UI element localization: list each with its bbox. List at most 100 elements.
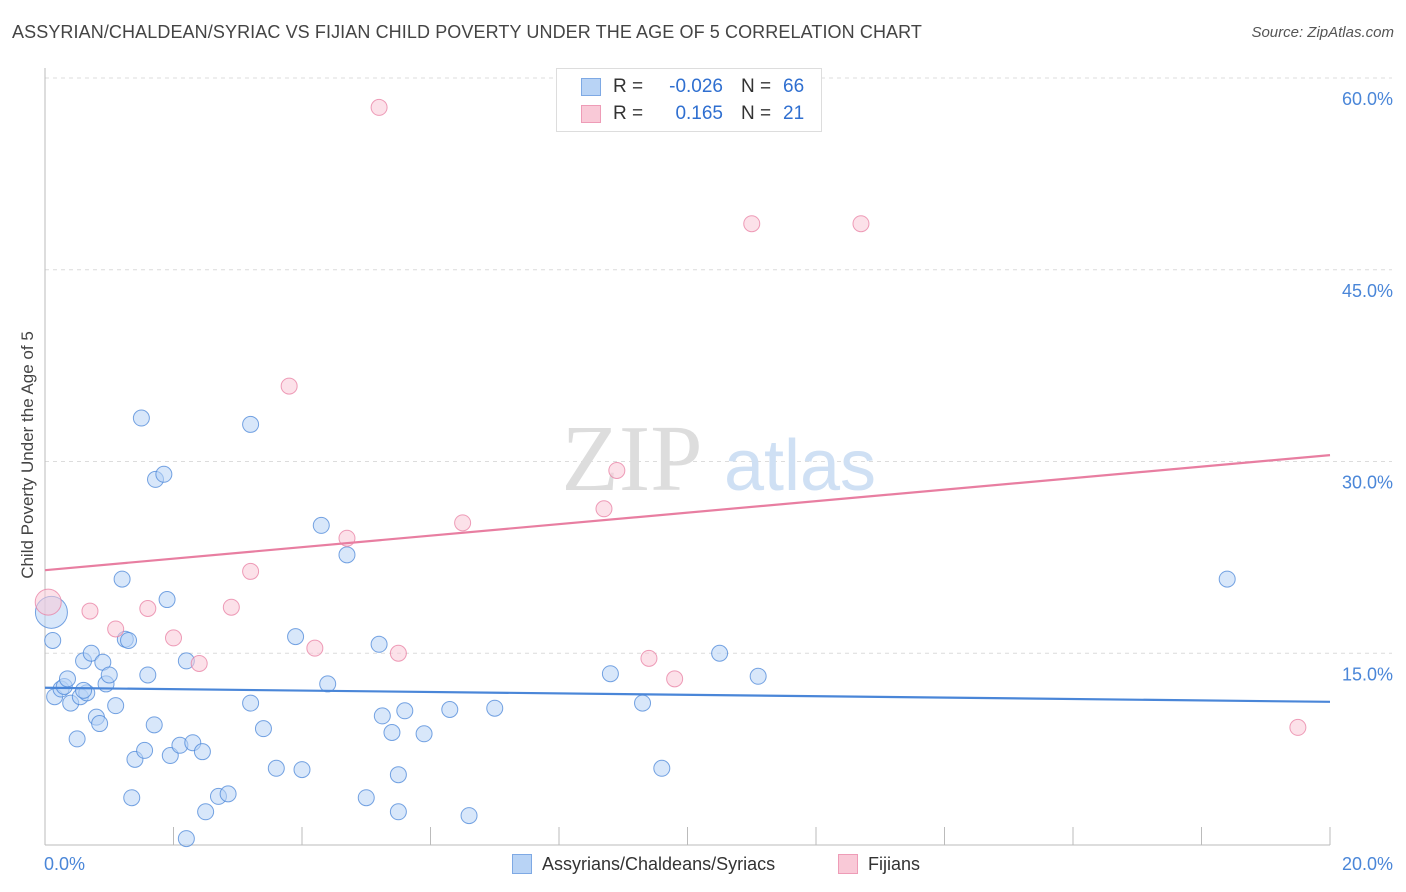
data-point-assyrian: [396, 702, 414, 720]
data-point-assyrian: [91, 715, 109, 733]
data-point-assyrian: [254, 720, 272, 738]
n-label: N =: [741, 103, 772, 124]
data-point-fijian: [139, 600, 157, 618]
r-value: -0.026: [669, 76, 723, 97]
data-point-fijian: [242, 562, 260, 580]
data-point-assyrian: [120, 631, 138, 649]
data-point-assyrian: [75, 681, 93, 699]
stats-box: R = -0.026 N = 66 R = 0.165 N = 21: [556, 68, 822, 132]
trend-lines: [44, 454, 1331, 703]
trend-line-assyrian: [44, 686, 1331, 703]
legend-label: Assyrians/Chaldeans/Syriacs: [542, 853, 776, 874]
legend-swatch-pink: [838, 854, 858, 874]
data-point-assyrian: [312, 516, 330, 534]
data-point-assyrian: [139, 666, 157, 684]
data-point-fijian: [190, 654, 208, 672]
data-point-fijian: [743, 215, 761, 233]
n-value: 66: [783, 76, 805, 97]
data-point-assyrian: [415, 725, 433, 743]
data-point-assyrian: [242, 694, 260, 712]
data-point-assyrian: [107, 697, 125, 715]
data-point-fijian: [81, 602, 99, 620]
data-point-fijian: [595, 500, 613, 518]
y-tick-label: 30.0%: [1342, 473, 1393, 493]
data-point-assyrian: [383, 724, 401, 742]
data-point-fijian: [454, 514, 472, 532]
data-point-assyrian: [370, 635, 388, 653]
data-point-fijian: [640, 649, 658, 667]
data-point-assyrian: [357, 789, 375, 807]
data-point-fijian: [107, 620, 125, 638]
data-point-assyrian: [338, 546, 356, 564]
data-point-assyrian: [653, 759, 671, 777]
data-point-assyrian: [136, 741, 154, 759]
data-point-assyrian: [242, 415, 260, 433]
r-label: R =: [613, 103, 644, 124]
data-point-assyrian: [601, 665, 619, 683]
data-point-assyrian: [1218, 570, 1236, 588]
data-point-assyrian: [293, 761, 311, 779]
watermark-zip: ZIP: [562, 407, 703, 511]
data-point-fijian: [1289, 718, 1307, 736]
legend-swatch-blue: [512, 854, 532, 874]
data-point-assyrian: [155, 465, 173, 483]
data-point-assyrian: [749, 667, 767, 685]
r-label: R =: [613, 76, 644, 97]
legend-label: Fijians: [868, 853, 921, 874]
data-point-assyrian: [197, 803, 215, 821]
data-point-assyrian: [389, 766, 407, 784]
stats-swatch-pink: [581, 105, 601, 123]
data-point-fijian: [306, 639, 324, 657]
data-point-fijian: [34, 588, 62, 616]
tick-labels: 15.0% 30.0% 45.0% 60.0% 0.0% 20.0%: [44, 89, 1393, 874]
data-point-assyrian: [58, 670, 76, 688]
data-point-assyrian: [486, 699, 504, 717]
data-point-fijian: [852, 215, 870, 233]
data-point-fijian: [280, 377, 298, 395]
n-value: 21: [783, 103, 805, 124]
data-point-assyrian: [319, 675, 337, 693]
chart-title: ASSYRIAN/CHALDEAN/SYRIAC VS FIJIAN CHILD…: [12, 22, 923, 42]
stats-row-fijian: R = 0.165 N = 21: [581, 102, 804, 126]
data-point-assyrian: [441, 700, 459, 718]
x-tick-label: 20.0%: [1342, 854, 1393, 874]
watermark: ZIP atlas: [562, 407, 877, 511]
r-value: 0.165: [675, 103, 723, 124]
data-point-fijian: [666, 670, 684, 688]
stats-row-assyrian: R = -0.026 N = 66: [581, 75, 804, 99]
data-point-assyrian: [711, 644, 729, 662]
data-point-fijian: [608, 461, 626, 479]
data-points: [34, 98, 1307, 848]
y-tick-label: 45.0%: [1342, 281, 1393, 301]
data-point-fijian: [165, 629, 182, 647]
watermark-atlas: atlas: [724, 426, 876, 506]
legend-item-fijian[interactable]: Fijians: [838, 852, 920, 876]
data-point-assyrian: [177, 830, 195, 848]
data-point-assyrian: [193, 743, 211, 761]
data-point-assyrian: [219, 785, 237, 803]
data-point-assyrian: [145, 716, 163, 734]
trend-line-fijian: [44, 454, 1331, 572]
data-point-assyrian: [634, 694, 652, 712]
data-point-assyrian: [132, 409, 150, 427]
y-tick-label: 60.0%: [1342, 89, 1393, 109]
stats-swatch-blue: [581, 78, 601, 96]
data-point-assyrian: [68, 730, 86, 748]
data-point-assyrian: [373, 707, 391, 725]
legend-item-assyrian[interactable]: Assyrians/Chaldeans/Syriacs: [512, 852, 775, 876]
data-point-assyrian: [460, 807, 478, 825]
data-point-assyrian: [287, 628, 305, 646]
source-label: Source: ZipAtlas.com: [1251, 24, 1394, 41]
data-point-fijian: [389, 644, 407, 662]
n-label: N =: [741, 76, 772, 97]
data-point-fijian: [222, 598, 240, 616]
data-point-assyrian: [267, 759, 285, 777]
data-point-assyrian: [113, 570, 131, 588]
data-point-fijian: [370, 98, 388, 116]
x-tick-label: 0.0%: [44, 854, 85, 874]
data-point-assyrian: [82, 644, 100, 662]
data-point-assyrian: [123, 789, 141, 807]
data-point-assyrian: [389, 803, 407, 821]
data-point-assyrian: [44, 631, 62, 649]
